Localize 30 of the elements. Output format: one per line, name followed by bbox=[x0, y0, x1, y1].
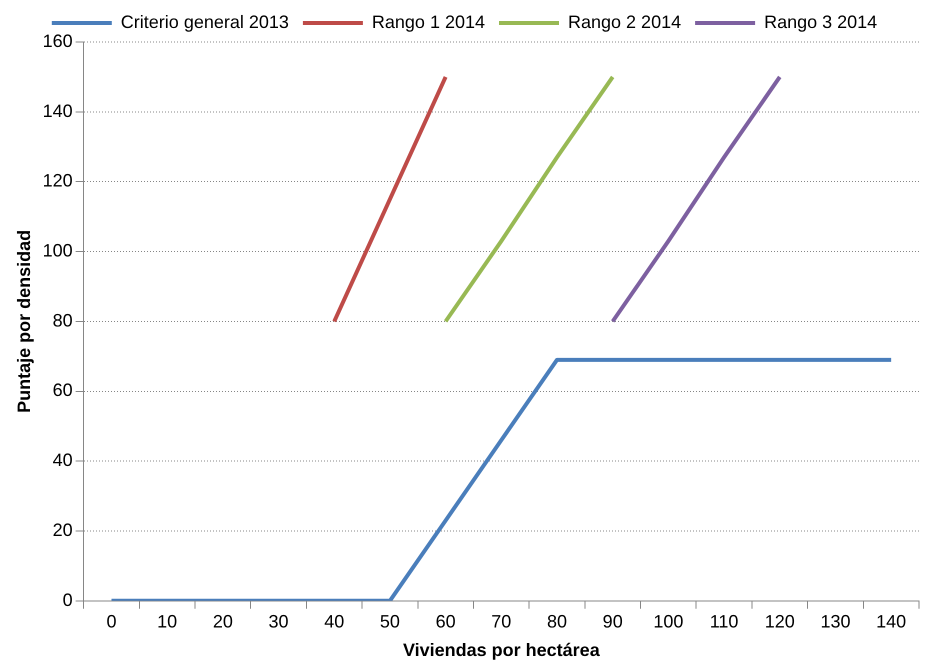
x-axis-title: Viviendas por hectárea bbox=[402, 640, 601, 660]
x-tick-label: 20 bbox=[212, 612, 233, 632]
legend-label: Rango 1 2014 bbox=[372, 12, 486, 32]
x-tick-label: 70 bbox=[491, 612, 512, 632]
y-tick-label: 160 bbox=[42, 30, 73, 51]
x-tick-label: 60 bbox=[436, 612, 456, 632]
y-tick-label: 0 bbox=[62, 590, 73, 610]
legend-label: Criterio general 2013 bbox=[120, 12, 289, 32]
y-tick-label: 60 bbox=[52, 380, 73, 400]
legend-label: Rango 3 2014 bbox=[764, 12, 878, 32]
y-tick-label: 40 bbox=[52, 450, 73, 470]
y-tick-label: 120 bbox=[42, 170, 73, 191]
y-tick-label: 20 bbox=[52, 520, 73, 540]
x-tick-label: 40 bbox=[324, 612, 344, 632]
x-tick-label: 80 bbox=[546, 612, 568, 632]
x-tick-label: 50 bbox=[380, 612, 400, 632]
legend-label: Rango 2 2014 bbox=[568, 12, 682, 32]
x-tick-label: 140 bbox=[876, 612, 906, 632]
x-tick-label: 90 bbox=[602, 612, 623, 632]
x-tick-label: 10 bbox=[157, 612, 178, 632]
x-tick-label: 110 bbox=[710, 612, 738, 632]
x-tick-label: 0 bbox=[106, 612, 116, 632]
y-tick-label: 80 bbox=[52, 310, 73, 330]
x-tick-label: 130 bbox=[820, 612, 850, 632]
y-tick-label: 140 bbox=[42, 100, 73, 121]
x-tick-label: 100 bbox=[653, 612, 684, 632]
x-tick-label: 120 bbox=[764, 612, 795, 632]
y-tick-label: 100 bbox=[42, 240, 73, 261]
y-axis-title: Puntaje por densidad bbox=[14, 230, 34, 413]
x-tick-label: 30 bbox=[268, 612, 289, 632]
